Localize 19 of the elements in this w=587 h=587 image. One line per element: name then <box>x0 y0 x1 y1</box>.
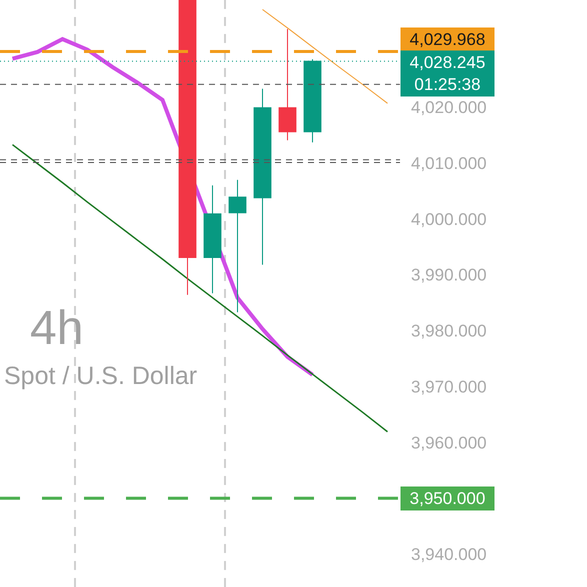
candlestick <box>278 28 296 141</box>
ref-line-label: 4,028.245 01:25:38 <box>410 53 486 94</box>
y-tick-label: 3,990.000 <box>411 266 487 285</box>
annotation: 4h <box>30 302 84 355</box>
ref-line-label: 4,029.968 <box>410 30 486 49</box>
ref-line-label: 3,950.000 <box>410 489 486 508</box>
candlestick <box>204 184 222 294</box>
candlestick <box>254 88 272 266</box>
candlestick <box>228 179 246 313</box>
y-tick-label: 4,000.000 <box>411 210 487 229</box>
line-series <box>262 8 388 104</box>
y-tick-label: 4,010.000 <box>411 154 487 174</box>
y-tick-label: 4,020.000 <box>411 98 487 118</box>
y-tick-label: 3,970.000 <box>411 377 487 396</box>
annotation: Spot / U.S. Dollar <box>4 362 198 390</box>
y-tick-label: 3,940.000 <box>411 545 487 564</box>
y-tick-label: 3,980.000 <box>411 322 487 341</box>
y-tick-label: 3,960.000 <box>411 433 487 452</box>
candlestick <box>178 0 196 296</box>
